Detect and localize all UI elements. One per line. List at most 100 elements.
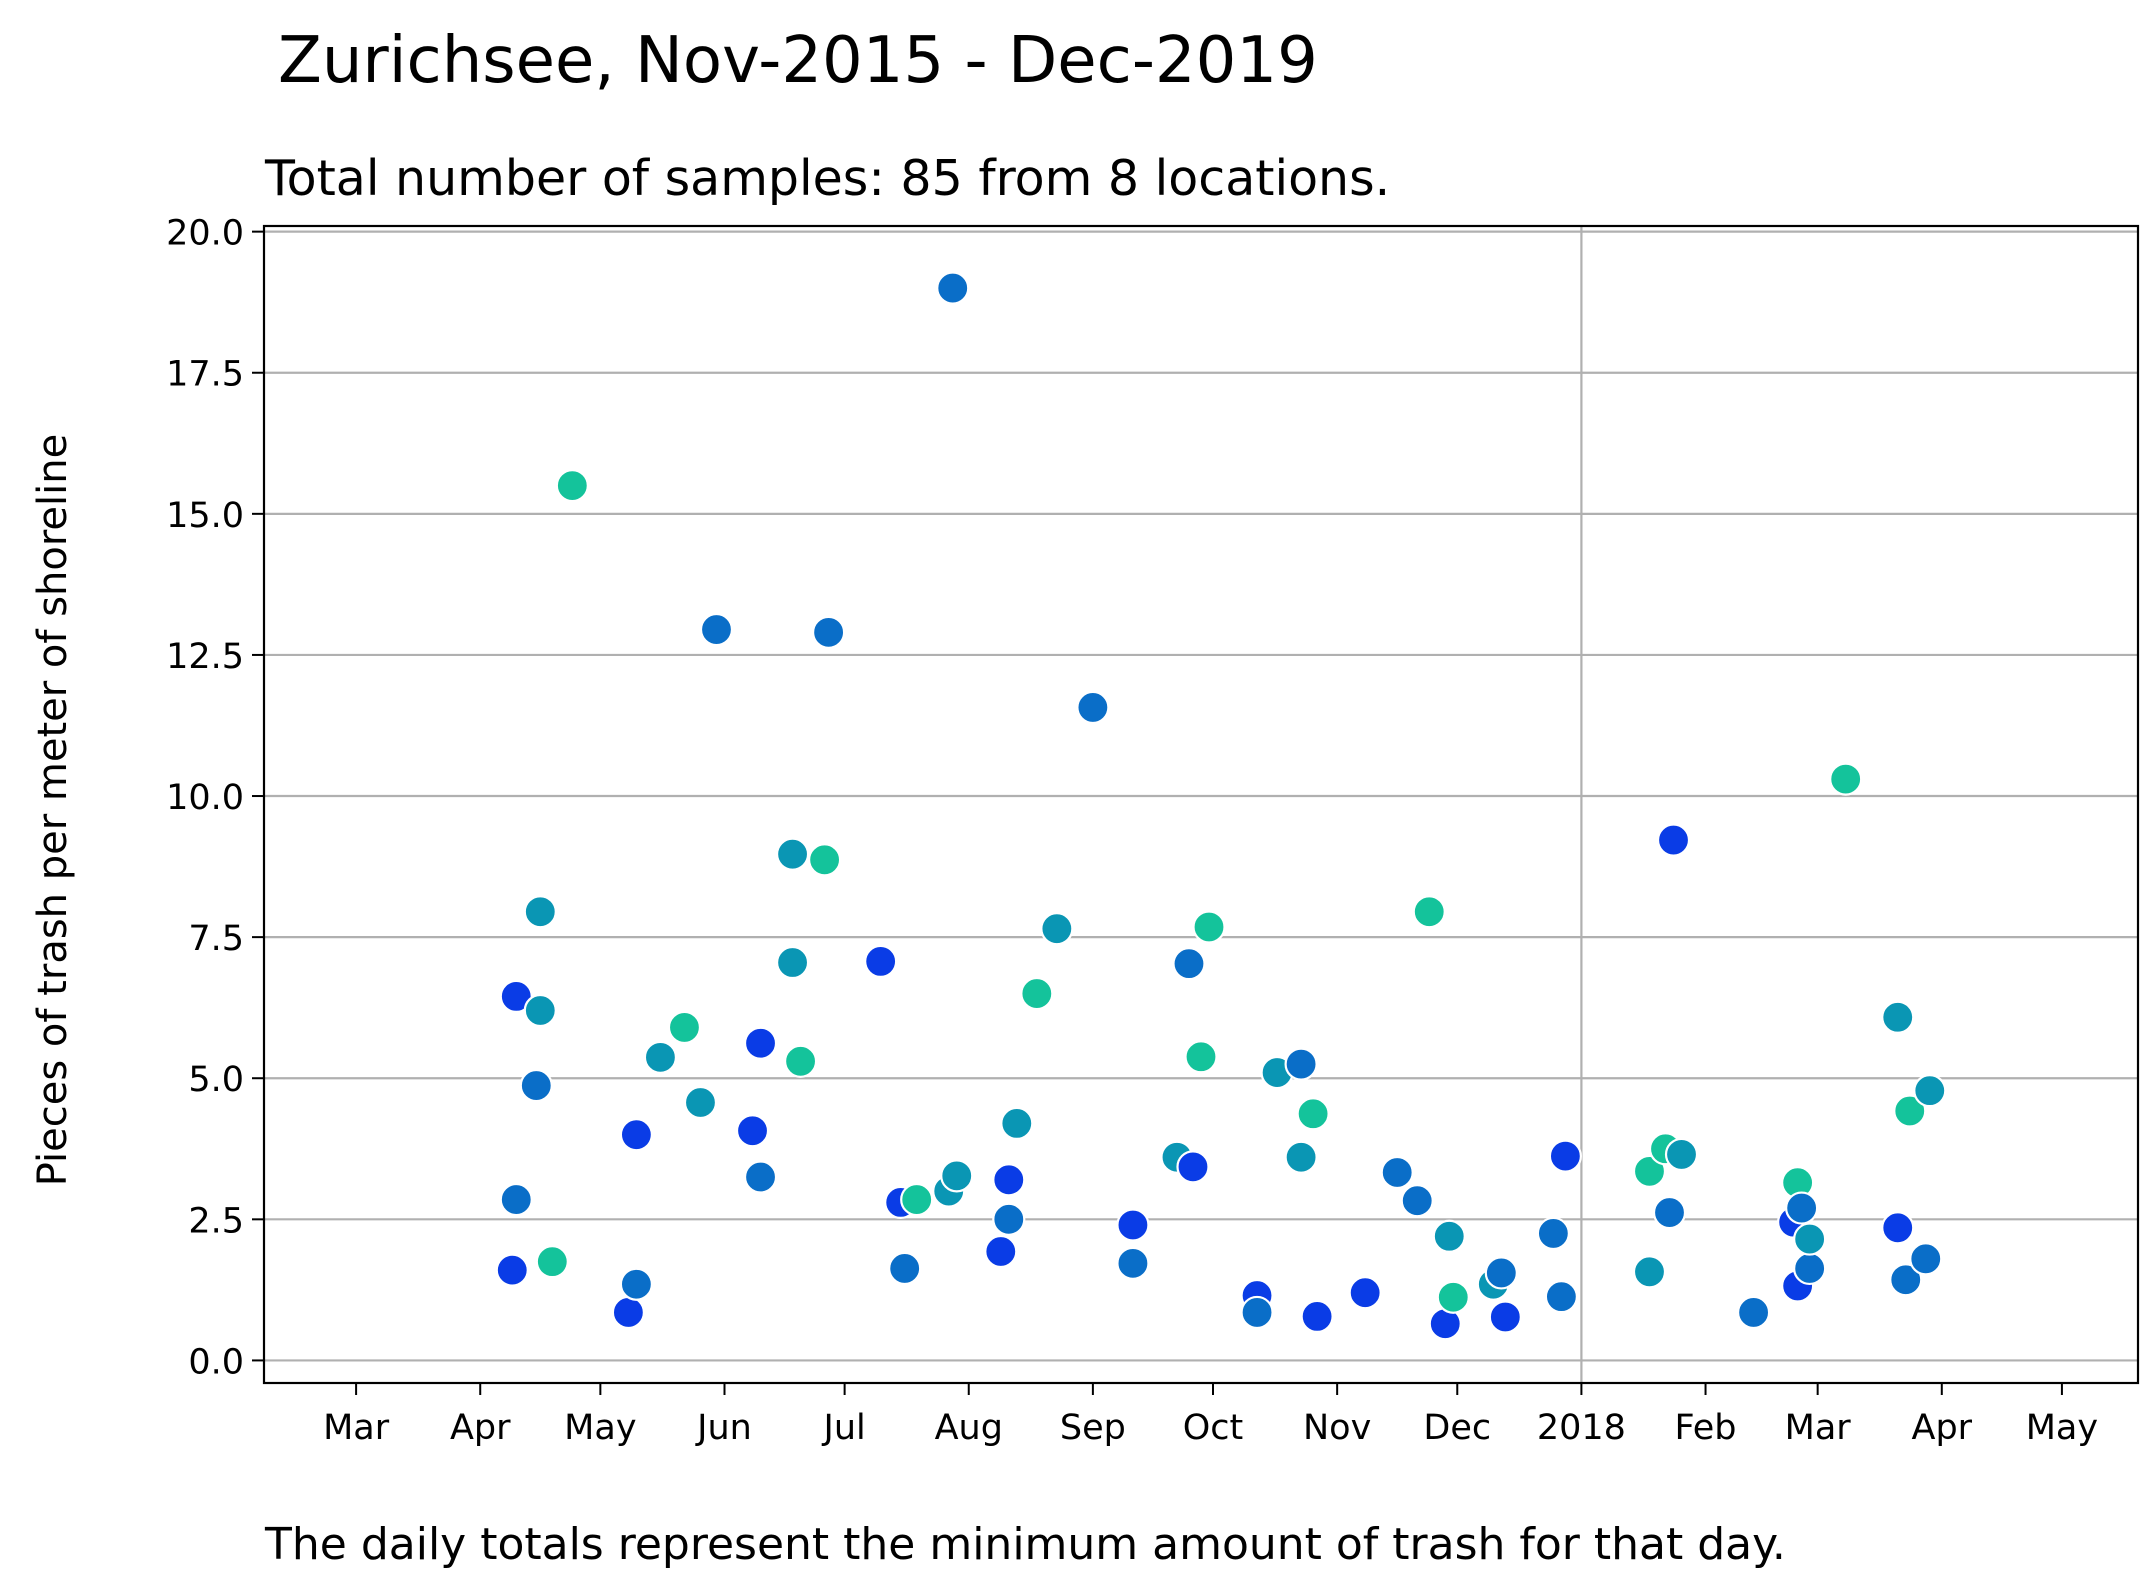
scatter-point xyxy=(1548,1139,1582,1173)
scatter-point xyxy=(812,615,846,649)
scatter-point xyxy=(1829,762,1863,796)
scatter-point xyxy=(1000,1106,1034,1140)
scatter-point xyxy=(499,1182,533,1217)
scatter-point xyxy=(699,612,734,647)
axis-ticks: 0.0 2.5 5.0 7.5 10.0 12.5 15.0 17.5 20.0 Mar Apr Ma… xyxy=(166,214,2098,1448)
scatter-point xyxy=(619,1267,653,1301)
scatter-points xyxy=(495,271,1947,1341)
scatter-point xyxy=(1116,1208,1150,1242)
scatter-point xyxy=(1284,1140,1318,1174)
x-tick-label: Apr xyxy=(450,1408,511,1448)
x-tick-label: 2018 xyxy=(1537,1408,1626,1448)
scatter-point xyxy=(1192,910,1226,944)
y-tick-label: 12.5 xyxy=(166,637,244,677)
scatter-point xyxy=(807,843,842,877)
scatter-point xyxy=(1348,1276,1382,1310)
scatter-point xyxy=(1176,1150,1210,1184)
scatter-point xyxy=(1632,1154,1667,1188)
scatter-point xyxy=(1240,1295,1274,1330)
scatter-point xyxy=(775,945,810,980)
y-tick-label: 20.0 xyxy=(166,214,244,254)
x-tick-label: Dec xyxy=(1423,1408,1491,1448)
scatter-point xyxy=(1432,1219,1466,1253)
scatter-point xyxy=(1632,1255,1667,1289)
x-tick-label: May xyxy=(2026,1408,2098,1448)
scatter-point xyxy=(735,1114,770,1148)
scatter-point xyxy=(1380,1155,1414,1190)
scatter-point xyxy=(1116,1246,1150,1280)
scatter-point xyxy=(611,1295,645,1330)
scatter-point xyxy=(783,1044,818,1078)
scatter-point xyxy=(1881,1000,1915,1034)
scatter-point xyxy=(1284,1047,1318,1081)
y-tick-label: 15.0 xyxy=(166,496,244,536)
scatter-point xyxy=(900,1182,934,1217)
scatter-point xyxy=(683,1085,718,1120)
scatter-point xyxy=(1909,1242,1943,1276)
x-tick-label: Nov xyxy=(1303,1408,1371,1448)
scatter-point xyxy=(1913,1074,1947,1108)
scatter-point xyxy=(743,1026,778,1060)
scatter-point xyxy=(1400,1184,1434,1218)
scatter-point xyxy=(888,1251,922,1286)
plot-frame xyxy=(262,224,2140,1385)
x-tick-label: Sep xyxy=(1060,1408,1126,1448)
scatter-point xyxy=(940,1159,974,1193)
x-tick-label: Jun xyxy=(695,1408,752,1448)
x-tick-label: Feb xyxy=(1675,1408,1737,1448)
scatter-point xyxy=(1536,1216,1570,1251)
scatter-point xyxy=(1184,1040,1218,1074)
y-tick-label: 10.0 xyxy=(166,778,244,818)
y-tick-label: 0.0 xyxy=(188,1342,244,1382)
scatter-point xyxy=(992,1202,1026,1236)
x-tick-label: Mar xyxy=(1785,1408,1852,1448)
scatter-point xyxy=(523,993,557,1028)
scatter-point xyxy=(1544,1280,1578,1314)
scatter-point xyxy=(523,895,557,929)
chart-caption: The daily totals represent the minimum a… xyxy=(264,1519,1786,1570)
y-tick-label: 17.5 xyxy=(166,355,244,395)
x-tick-label: Aug xyxy=(935,1408,1003,1448)
scatter-point xyxy=(1889,1263,1923,1297)
scatter-point xyxy=(1736,1295,1771,1330)
scatter-point xyxy=(992,1163,1026,1197)
scatter-point xyxy=(1652,1195,1687,1230)
scatter-point xyxy=(864,944,898,979)
scatter-point xyxy=(535,1245,569,1279)
scatter-point xyxy=(1436,1280,1470,1314)
x-tick-label: Oct xyxy=(1183,1408,1244,1448)
scatter-point xyxy=(667,1010,702,1045)
scatter-point xyxy=(775,837,810,871)
y-tick-label: 2.5 xyxy=(188,1201,244,1241)
chart-subtitle: Total number of samples: 85 from 8 locat… xyxy=(264,150,1390,207)
scatter-point xyxy=(1488,1300,1522,1334)
scatter-point xyxy=(1412,895,1446,929)
scatter-point xyxy=(1664,1137,1699,1172)
scatter-point xyxy=(1484,1256,1518,1290)
scatter-point xyxy=(984,1234,1018,1269)
y-tick-label: 7.5 xyxy=(188,919,244,959)
scatter-point xyxy=(1656,823,1691,857)
scatter-point xyxy=(619,1118,653,1152)
scatter-point xyxy=(555,469,589,503)
scatter-point xyxy=(743,1160,778,1194)
scatter-point xyxy=(1296,1097,1330,1131)
scatter-point xyxy=(519,1068,553,1103)
y-axis-label: Pieces of trash per meter of shoreline xyxy=(30,434,76,1186)
y-tick-label: 5.0 xyxy=(188,1060,244,1100)
x-tick-label: Apr xyxy=(1912,1408,1973,1448)
scatter-point xyxy=(1300,1299,1334,1334)
scatter-point xyxy=(936,271,970,305)
scatter-point xyxy=(1893,1094,1927,1128)
scatter-point xyxy=(1793,1251,1827,1286)
scatter-point xyxy=(1040,912,1074,946)
scatter-point xyxy=(1785,1191,1819,1225)
scatter-point xyxy=(1020,976,1054,1011)
scatter-point xyxy=(1793,1222,1827,1256)
scatter-point xyxy=(1172,947,1206,981)
scatter-point xyxy=(643,1040,678,1074)
gridlines xyxy=(264,226,2138,1383)
x-tick-label: Mar xyxy=(323,1408,390,1448)
x-tick-label: May xyxy=(564,1408,636,1448)
